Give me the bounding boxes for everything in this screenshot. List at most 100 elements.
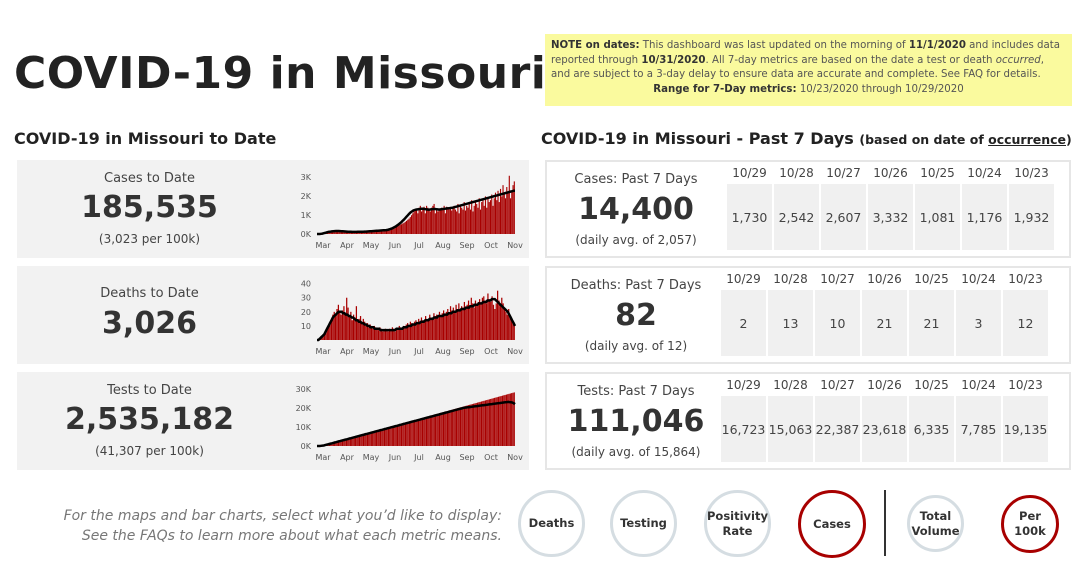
daily-bar (417, 213, 419, 234)
daily-bar (378, 429, 380, 446)
daily-bar (343, 306, 345, 340)
x-tick-label: Jun (388, 453, 402, 462)
daily-bar (377, 430, 379, 446)
daily-bar (362, 318, 364, 340)
daily-bar (346, 297, 348, 340)
daily-bar (415, 419, 417, 446)
daily-bar (486, 207, 488, 234)
daily-bar (441, 207, 443, 234)
daily-bar (513, 325, 515, 340)
daily-bar (364, 321, 366, 340)
daily-bar (465, 309, 467, 340)
y-tick-label: 30 (301, 294, 311, 303)
x-tick-label: Apr (340, 453, 355, 462)
occurrence-link[interactable]: occurrence (988, 132, 1067, 147)
daily-bar (330, 231, 332, 234)
deaths-trend-chart[interactable]: 10 20 30 40 Mar Apr May Jun Jul Aug Sep Oct Nov (287, 272, 523, 358)
total-volume-button[interactable]: Total Volume (907, 495, 964, 552)
daily-bar (505, 311, 507, 340)
daily-bar (340, 440, 342, 446)
daily-bar (447, 309, 449, 340)
daily-bar (383, 231, 385, 234)
daily-bar (416, 419, 418, 446)
daily-bar (504, 198, 507, 234)
x-tick-label: Mar (315, 241, 331, 250)
daily-bar (489, 200, 492, 234)
daily-bar (355, 436, 357, 446)
daily-bar (390, 229, 393, 234)
daily-bar (393, 228, 395, 234)
daily-bar (481, 297, 484, 340)
daily-bar (373, 325, 376, 340)
daily-bar (407, 323, 409, 340)
daily-bar (372, 328, 374, 340)
tests-trend-chart[interactable]: 0K 10K 20K 30K Mar Apr May Jun Jul Aug Sep Oct Nov (287, 378, 523, 464)
daily-bar (488, 202, 490, 234)
daily-bar (448, 209, 450, 234)
daily-bar (333, 231, 335, 234)
note-updated-date: 11/1/2020 (908, 40, 966, 51)
daily-bar (459, 205, 461, 234)
x-tick-label: Nov (507, 453, 523, 462)
day-column: 10/27 2,607 (821, 162, 866, 250)
per-100k-button[interactable]: Per 100k (1001, 495, 1059, 553)
daily-bar (399, 224, 401, 234)
positivity-rate-metric-button[interactable]: Positivity Rate (704, 490, 771, 557)
daily-bar (392, 229, 394, 234)
x-tick-label: Nov (507, 241, 523, 250)
daily-bar (446, 206, 448, 234)
day-column: 10/26 3,332 (868, 162, 913, 250)
daily-bar (425, 416, 428, 446)
daily-bar (370, 231, 373, 234)
daily-bar (391, 327, 394, 340)
daily-bar (405, 220, 408, 234)
daily-bar (369, 231, 371, 234)
daily-bar (345, 231, 347, 234)
daily-bar (385, 230, 388, 234)
note-heading: NOTE on dates: (551, 40, 640, 51)
daily-bar (405, 324, 407, 340)
x-tick-label: Mar (315, 347, 331, 356)
daily-bar (443, 310, 445, 340)
daily-bar (372, 231, 374, 234)
day-date: 10/29 (726, 272, 761, 286)
daily-bar (436, 209, 438, 234)
cases-to-date-value: 185,535 (81, 190, 218, 225)
daily-bar (428, 416, 430, 446)
deaths-metric-button[interactable]: Deaths (518, 490, 585, 557)
daily-bar (467, 207, 469, 234)
daily-bar (420, 317, 423, 340)
daily-bar (453, 205, 455, 234)
daily-bar (410, 215, 413, 234)
day-value: 21 (909, 290, 954, 356)
daily-bar (402, 325, 405, 340)
cases-past-7-value: 14,400 (578, 192, 694, 227)
daily-bar (377, 231, 379, 234)
daily-bar (353, 436, 355, 446)
daily-bar (488, 299, 490, 340)
daily-bar (387, 230, 389, 234)
daily-bar (434, 213, 436, 234)
deaths-past-7-card: Deaths: Past 7 Days 82 (daily avg. of 12… (545, 266, 1071, 364)
daily-bar (441, 313, 443, 340)
day-date: 10/28 (779, 166, 814, 180)
testing-metric-button[interactable]: Testing (610, 490, 677, 557)
daily-bar (328, 325, 330, 340)
daily-bar (409, 217, 411, 234)
day-column: 10/26 23,618 (862, 374, 907, 462)
daily-bar (413, 211, 415, 234)
y-tick-label: 3K (301, 173, 312, 182)
deaths-to-date-value: 3,026 (102, 306, 197, 341)
daily-bar (483, 296, 485, 340)
cases-metric-button[interactable]: Cases (798, 490, 866, 558)
daily-bar (379, 327, 381, 340)
cases-trend-chart[interactable]: 0K 1K 2K 3K Mar Apr May Jun Jul Aug Sep Oct Nov (287, 166, 523, 252)
daily-bar (390, 330, 392, 340)
note-range-label: Range for 7-Day metrics: (653, 83, 797, 95)
daily-bar (333, 311, 335, 340)
sub-post: ) (1066, 132, 1072, 147)
daily-bar (477, 301, 479, 340)
metric-prompt: For the maps and bar charts, select what… (40, 506, 502, 546)
daily-bar (336, 441, 338, 446)
day-value: 2,607 (821, 184, 866, 250)
